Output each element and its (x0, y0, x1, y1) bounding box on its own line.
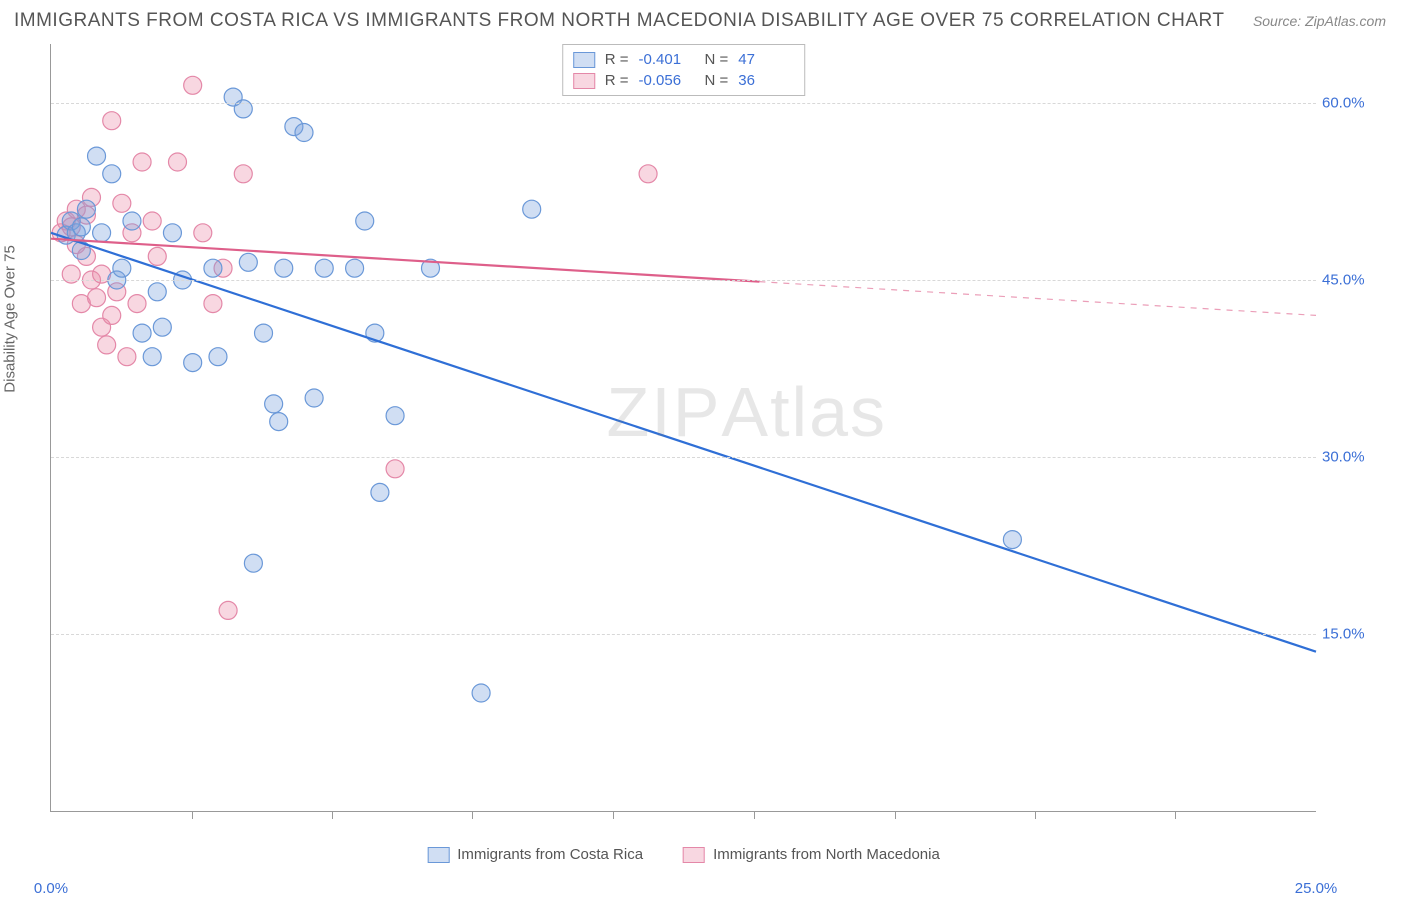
y-tick-label: 45.0% (1322, 272, 1382, 289)
stat-n-value-0: 47 (738, 51, 794, 68)
legend-label-0: Immigrants from Costa Rica (457, 846, 643, 863)
chart-container: Disability Age Over 75 R = -0.401 N = 47… (14, 44, 1386, 872)
legend-swatch-0 (573, 52, 595, 68)
legend-stats-box: R = -0.401 N = 47 R = -0.056 N = 36 (562, 44, 806, 96)
stat-r-label: R = (605, 72, 629, 89)
legend-stats-row-0: R = -0.401 N = 47 (573, 49, 795, 70)
y-tick-label: 30.0% (1322, 449, 1382, 466)
y-tick-label: 15.0% (1322, 626, 1382, 643)
x-tick-label: 25.0% (1295, 880, 1338, 897)
stat-n-label: N = (705, 51, 729, 68)
chart-title: IMMIGRANTS FROM COSTA RICA VS IMMIGRANTS… (14, 10, 1225, 32)
legend-item-0: Immigrants from Costa Rica (427, 846, 643, 863)
stat-r-value-1: -0.056 (639, 72, 695, 89)
y-tick-label: 60.0% (1322, 95, 1382, 112)
legend-stats-row-1: R = -0.056 N = 36 (573, 70, 795, 91)
stat-r-label: R = (605, 51, 629, 68)
y-axis-label: Disability Age Over 75 (2, 245, 19, 393)
stat-n-value-1: 36 (738, 72, 794, 89)
bottom-legend: Immigrants from Costa Rica Immigrants fr… (427, 846, 940, 863)
legend-label-1: Immigrants from North Macedonia (713, 846, 940, 863)
legend-swatch-1 (573, 73, 595, 89)
legend-item-1: Immigrants from North Macedonia (683, 846, 940, 863)
legend-swatch-icon (683, 847, 705, 863)
stat-r-value-0: -0.401 (639, 51, 695, 68)
x-tick-label: 0.0% (34, 880, 68, 897)
stat-n-label: N = (705, 72, 729, 89)
plot-svg (51, 44, 1316, 811)
plot-area: R = -0.401 N = 47 R = -0.056 N = 36 ZIPA… (50, 44, 1316, 812)
chart-source: Source: ZipAtlas.com (1253, 13, 1386, 29)
legend-swatch-icon (427, 847, 449, 863)
